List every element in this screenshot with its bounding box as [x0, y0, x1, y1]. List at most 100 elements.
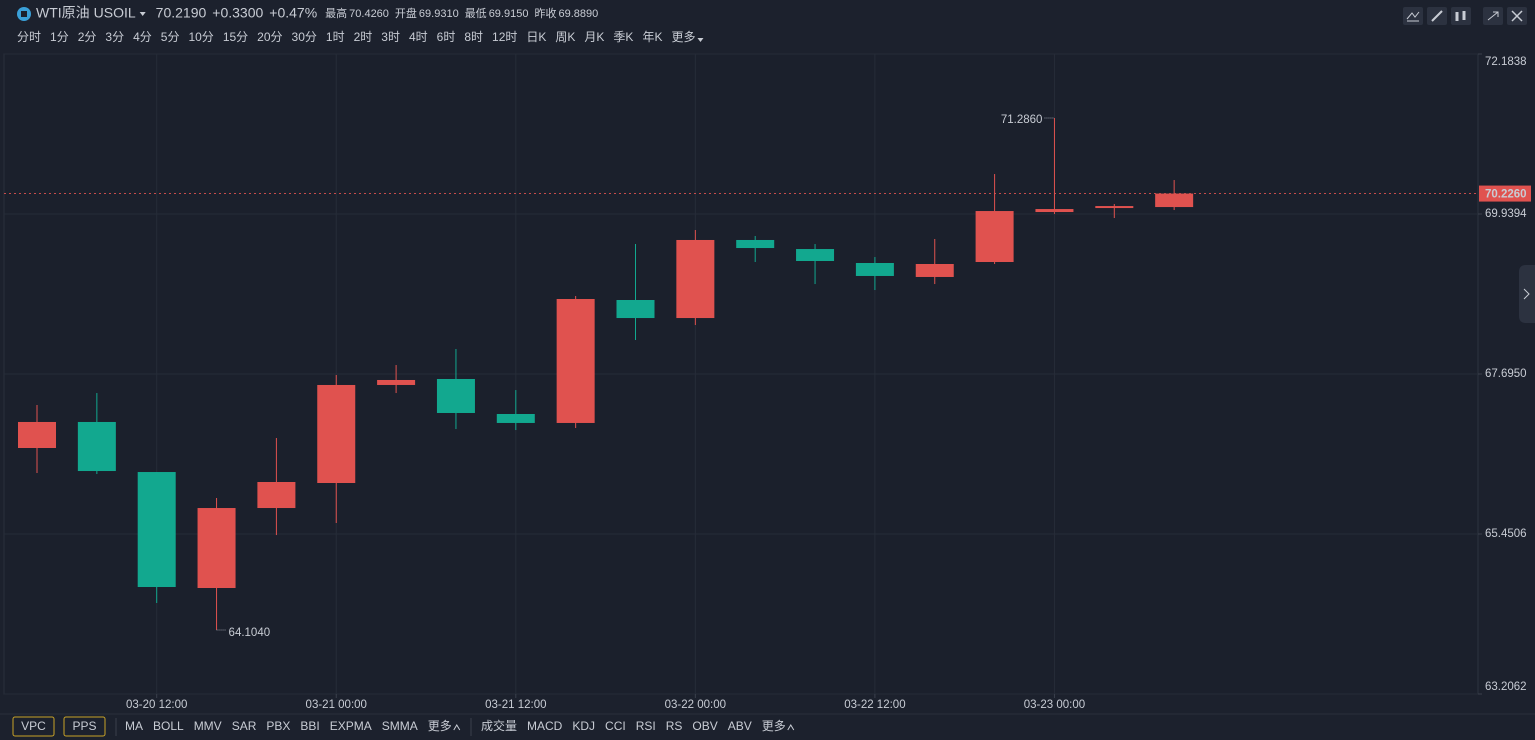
pen-icon	[1431, 10, 1443, 22]
x-tick-label: 03-23 00:00	[1024, 699, 1085, 711]
timeframe[interactable]: 季K	[613, 30, 633, 44]
indicator[interactable]: OBV	[692, 719, 717, 733]
stat-value: 69.9310	[419, 8, 459, 20]
annotation-label: 64.1040	[229, 627, 271, 639]
timeframe[interactable]: 周K	[555, 30, 575, 44]
indicator-box-label: PPS	[72, 719, 96, 733]
timeframe[interactable]: 更多	[671, 30, 695, 44]
indicator[interactable]: MACD	[527, 719, 563, 733]
side-tab-arrow	[1523, 288, 1530, 300]
candle-body	[975, 211, 1014, 263]
candle-body	[855, 263, 894, 276]
expand-icon	[1487, 11, 1499, 21]
symbol-icon-inner	[21, 11, 27, 17]
dropdown-caret	[139, 12, 146, 16]
close-icon	[1511, 10, 1523, 22]
timeframe[interactable]: 3时	[381, 30, 400, 44]
candle-body	[377, 379, 416, 385]
timeframe[interactable]: 1时	[326, 30, 345, 44]
candle-body	[676, 239, 715, 319]
stat-value: 69.9150	[489, 8, 529, 20]
indicator[interactable]: SMMA	[382, 719, 418, 733]
candle-body	[1035, 209, 1074, 213]
candle-body	[496, 413, 535, 423]
timeframe[interactable]: 分时	[17, 30, 41, 44]
timeframe[interactable]: 15分	[223, 30, 248, 44]
timeframe[interactable]: 1分	[50, 30, 69, 44]
timeframe[interactable]: 2时	[354, 30, 373, 44]
candle-body	[257, 482, 296, 509]
indicator[interactable]: EXPMA	[330, 719, 372, 733]
stat-label: 最低	[465, 7, 487, 20]
indicator[interactable]: 更多	[762, 719, 786, 733]
side-tab[interactable]	[1519, 265, 1535, 323]
y-tick-label: 63.2062	[1485, 681, 1527, 693]
candle-body	[1155, 193, 1194, 208]
x-tick-label: 03-21 12:00	[485, 699, 546, 711]
indicator-box-label: VPC	[21, 719, 46, 733]
x-tick-label: 03-20 12:00	[126, 699, 187, 711]
x-tick-label: 03-21 00:00	[306, 699, 367, 711]
stat-value: 69.8890	[558, 8, 598, 20]
indicator[interactable]: KDJ	[572, 719, 595, 733]
indicator[interactable]: PBX	[266, 719, 290, 733]
candle-body	[915, 264, 954, 277]
indicator[interactable]: RS	[666, 719, 683, 733]
candle-body	[616, 300, 655, 319]
price-text: +0.47%	[269, 5, 317, 21]
timeframe[interactable]: 日K	[526, 30, 546, 44]
line-icon	[1406, 11, 1420, 22]
timeframe[interactable]: 30分	[292, 30, 317, 44]
indicator[interactable]: MMV	[194, 719, 222, 733]
timeframe[interactable]: 8时	[464, 30, 483, 44]
icon-button[interactable]	[1403, 7, 1423, 25]
timeframe[interactable]: 3分	[105, 30, 124, 44]
caret-up	[453, 724, 461, 731]
timeframe[interactable]: 12时	[492, 30, 517, 44]
timeframe[interactable]: 4时	[409, 30, 428, 44]
indicator[interactable]: CCI	[605, 719, 626, 733]
icon-button[interactable]	[1451, 7, 1471, 25]
indicator-box[interactable]	[63, 716, 106, 737]
indicator[interactable]: MA	[125, 719, 143, 733]
candle-body	[436, 378, 475, 413]
candle-body	[77, 421, 116, 472]
symbol-text: USOIL	[94, 5, 136, 21]
x-tick-label: 03-22 12:00	[844, 699, 905, 711]
price-text: 70.2190	[156, 5, 207, 21]
price-text: +0.3300	[212, 5, 263, 21]
last-price-box	[1479, 185, 1531, 202]
timeframe[interactable]: 2分	[78, 30, 97, 44]
timeframe[interactable]: 4分	[133, 30, 152, 44]
y-tick-label: 69.9394	[1485, 208, 1527, 220]
timeframe[interactable]: 5分	[161, 30, 180, 44]
candle-body	[736, 239, 775, 249]
dropdown-caret	[697, 38, 704, 42]
y-tick-label: 67.6950	[1485, 368, 1527, 380]
timeframe[interactable]: 月K	[584, 30, 604, 44]
timeframe[interactable]: 10分	[188, 30, 213, 44]
timeframe[interactable]: 年K	[642, 30, 662, 44]
indicator[interactable]: BBI	[300, 719, 319, 733]
timeframe[interactable]: 20分	[257, 30, 282, 44]
timeframe[interactable]: 6时	[437, 30, 456, 44]
indicator[interactable]: ABV	[728, 719, 752, 733]
stat-label: 开盘	[395, 6, 417, 20]
top-right-icons	[1403, 7, 1527, 25]
symbol-text: WTI原油	[36, 5, 90, 21]
candle-body	[137, 472, 176, 588]
indicator[interactable]: SAR	[232, 719, 257, 733]
indicator-box[interactable]	[12, 716, 55, 737]
indicator[interactable]: RSI	[636, 719, 656, 733]
candle-body	[556, 299, 595, 423]
candle-body	[197, 508, 236, 589]
indicator[interactable]: 成交量	[481, 718, 517, 733]
candle-body	[796, 249, 835, 262]
candle-body	[317, 384, 356, 484]
caret-up	[787, 724, 795, 731]
candle-body	[18, 421, 56, 448]
indicator[interactable]: BOLL	[153, 719, 184, 733]
indicator[interactable]: 更多	[428, 719, 452, 733]
